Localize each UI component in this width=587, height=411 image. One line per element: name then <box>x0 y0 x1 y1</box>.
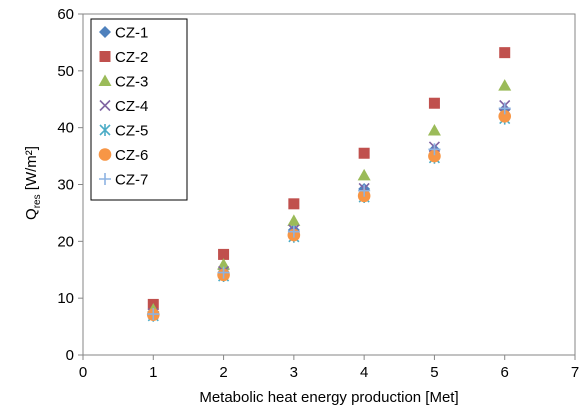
legend-label: CZ-5 <box>115 123 148 140</box>
data-point <box>427 124 441 136</box>
data-point <box>288 198 300 210</box>
y-axis-title-unit: [W/m²] <box>23 146 40 194</box>
legend-marker <box>99 173 111 185</box>
y-tick-label: 20 <box>57 233 74 250</box>
legend-item: CZ-3 <box>98 74 148 91</box>
data-point <box>498 79 512 91</box>
series-CZ-5 <box>147 112 511 322</box>
x-tick-label: 4 <box>360 364 368 381</box>
data-point <box>217 266 230 279</box>
y-axis-title-sub: res <box>32 194 43 208</box>
data-point <box>217 258 231 270</box>
y-axis-title-main: Q <box>23 208 40 220</box>
x-tick-label: 6 <box>501 364 509 381</box>
series-CZ-7 <box>147 102 511 321</box>
data-point <box>358 184 371 197</box>
legend-box <box>90 18 188 201</box>
data-point <box>498 110 512 123</box>
x-tick-label: 2 <box>219 364 227 381</box>
y-tick-label: 0 <box>66 347 74 364</box>
data-point <box>498 102 511 115</box>
data-points <box>146 47 512 322</box>
axes: 0 1 2 3 4 5 6 7 0 10 20 30 40 50 60 <box>57 6 579 381</box>
data-point <box>428 149 441 163</box>
series-CZ-1 <box>147 103 511 318</box>
legend-label: CZ-4 <box>115 98 148 115</box>
legend-item: CZ-1 <box>99 25 148 42</box>
legend-item: CZ-2 <box>99 49 148 66</box>
legend-item: CZ-7 <box>99 172 148 189</box>
legend-label: CZ-1 <box>115 25 148 42</box>
y-axis-title: Qres [W/m²] <box>23 146 43 220</box>
legend-marker <box>98 74 112 86</box>
legend-marker <box>99 124 111 136</box>
series-CZ-6 <box>146 110 512 321</box>
x-tick-label: 0 <box>79 364 87 381</box>
legend-marker <box>98 148 112 161</box>
legend: CZ-1 CZ-2 CZ-3 CZ-4 CZ-5 CZ-6 CZ-7 <box>90 18 188 201</box>
data-point <box>287 225 300 238</box>
data-point <box>147 308 160 321</box>
legend-marker <box>99 99 111 112</box>
legend-label: CZ-3 <box>115 74 148 91</box>
y-tick-label: 30 <box>57 177 74 194</box>
x-tick-label: 1 <box>149 364 157 381</box>
x-tick-label: 5 <box>430 364 438 381</box>
legend-label: CZ-6 <box>115 147 148 164</box>
series-CZ-4 <box>147 99 511 320</box>
x-axis-title: Metabolic heat energy production [Met] <box>199 389 458 406</box>
legend-item: CZ-4 <box>99 98 148 115</box>
legend-label: CZ-2 <box>115 49 148 66</box>
y-tick-label: 40 <box>57 120 74 137</box>
data-point <box>287 214 301 226</box>
y-tick-label: 10 <box>57 290 74 307</box>
legend-marker <box>99 26 111 38</box>
data-point <box>358 147 370 159</box>
legend-item: CZ-6 <box>98 147 148 164</box>
legend-label: CZ-7 <box>115 172 148 189</box>
data-point <box>218 248 230 260</box>
legend-item: CZ-5 <box>99 123 148 140</box>
data-point <box>499 47 511 59</box>
y-tick-label: 50 <box>57 63 74 80</box>
data-point <box>428 143 441 156</box>
data-point <box>357 168 371 181</box>
y-axis-title-group: Qres [W/m²] <box>23 146 43 220</box>
y-tick-label: 60 <box>57 6 74 23</box>
data-point <box>428 97 440 109</box>
series-CZ-2 <box>147 47 511 310</box>
x-tick-label: 7 <box>571 364 579 381</box>
legend-marker <box>99 51 111 62</box>
series-CZ-3 <box>146 79 512 315</box>
x-tick-label: 3 <box>290 364 298 381</box>
